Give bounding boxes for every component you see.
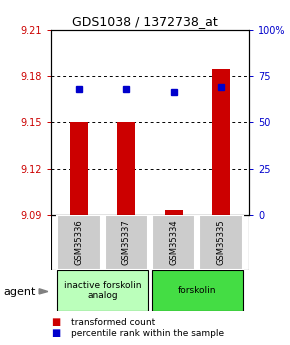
Text: GSM35335: GSM35335	[217, 220, 226, 265]
Text: GSM35336: GSM35336	[75, 220, 84, 265]
Polygon shape	[39, 289, 48, 294]
Bar	[57, 270, 148, 310]
Bar	[152, 270, 243, 310]
Text: forskolin: forskolin	[178, 286, 217, 295]
Text: GSM35334: GSM35334	[169, 220, 178, 265]
Text: agent: agent	[3, 287, 35, 296]
Bar	[117, 122, 135, 215]
Bar	[57, 215, 101, 270]
Text: GSM35337: GSM35337	[122, 220, 131, 265]
Text: ■: ■	[51, 317, 60, 327]
Bar	[212, 69, 230, 215]
Text: percentile rank within the sample: percentile rank within the sample	[71, 329, 224, 338]
Bar	[70, 122, 88, 215]
Text: inactive forskolin
analog: inactive forskolin analog	[64, 280, 142, 300]
Text: transformed count: transformed count	[71, 318, 155, 327]
Bar	[152, 215, 195, 270]
Bar	[105, 215, 148, 270]
Bar	[199, 215, 243, 270]
Bar	[165, 210, 183, 215]
Text: ■: ■	[51, 328, 60, 338]
Text: GDS1038 / 1372738_at: GDS1038 / 1372738_at	[72, 16, 218, 29]
